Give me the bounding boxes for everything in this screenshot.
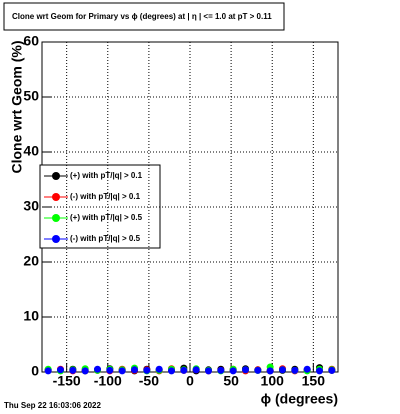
legend-label: (+) with pT/|q| > 0.5 (70, 213, 143, 222)
data-point (57, 366, 64, 374)
legend-marker (52, 172, 60, 180)
y-tick-label: 20 (23, 253, 39, 269)
date-stamp: Thu Sep 22 16:03:06 2022 (4, 401, 101, 410)
legend-label: (+) with pT/|q| > 0.1 (70, 171, 143, 180)
data-point (291, 366, 299, 374)
legend-label: (-) with pT/|q| > 0.1 (70, 192, 141, 201)
data-point (242, 366, 249, 374)
y-axis-title: Clone wrt Geom (%) (9, 40, 25, 173)
data-point (205, 367, 212, 375)
legend-marker (52, 193, 60, 201)
data-point (131, 366, 138, 374)
data-point (155, 365, 163, 373)
data-point (316, 367, 323, 375)
data-point (303, 365, 311, 373)
y-tick-label: 0 (31, 363, 39, 379)
legend-marker (52, 214, 60, 222)
data-point (143, 366, 151, 374)
legend-marker (52, 235, 60, 243)
y-tick-label: 30 (23, 198, 39, 214)
data-point (254, 366, 262, 374)
legend-label: (-) with pT/|q| > 0.5 (70, 234, 141, 243)
data-point (217, 366, 225, 374)
data-point (229, 367, 237, 375)
data-point (328, 366, 336, 374)
x-tick-label: -150 (53, 373, 81, 389)
x-axis-title: ϕ (degrees) (261, 391, 338, 407)
x-tick-label: 150 (302, 373, 326, 389)
data-point (180, 366, 188, 374)
data-point (192, 366, 200, 374)
data-point (106, 366, 114, 374)
data-point (94, 365, 101, 373)
data-point (81, 367, 89, 375)
y-tick-label: 50 (23, 88, 39, 104)
data-point (266, 367, 274, 375)
data-point (279, 366, 286, 374)
x-tick-label: 0 (186, 373, 194, 389)
y-tick-label: 10 (23, 308, 39, 324)
x-tick-label: 50 (223, 373, 239, 389)
chart-title: Clone wrt Geom for Primary vs ϕ (degrees… (12, 12, 272, 21)
x-tick-label: -100 (94, 373, 122, 389)
data-point (44, 367, 52, 375)
title-box (3, 2, 285, 31)
data-point (118, 367, 126, 375)
y-tick-label: 40 (23, 143, 39, 159)
y-tick-label: 60 (23, 33, 39, 49)
x-tick-label: 100 (261, 373, 285, 389)
x-tick-label: -50 (139, 373, 159, 389)
data-point (168, 367, 175, 375)
data-point (69, 366, 77, 374)
